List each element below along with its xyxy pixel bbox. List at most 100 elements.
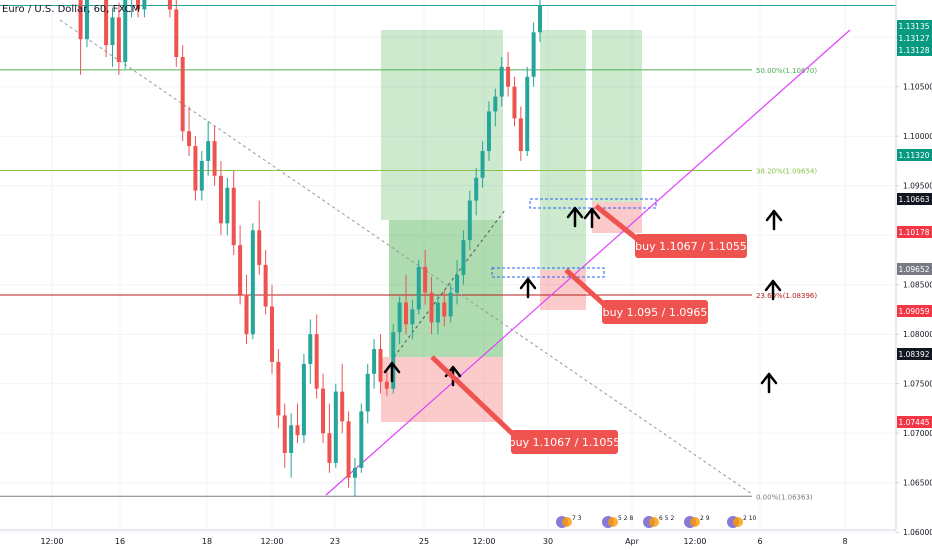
- price-tag-label: 1.11320: [898, 151, 929, 160]
- candle-body: [384, 381, 389, 389]
- candle-body: [244, 294, 249, 335]
- price-tick-label: 1.08500: [903, 281, 932, 290]
- price-tag: [897, 149, 932, 161]
- candle-body: [142, 0, 147, 10]
- price-tag: [897, 263, 932, 275]
- candle-body: [231, 187, 236, 246]
- candle-body: [174, 9, 179, 57]
- event-label: 5 2 8: [618, 515, 633, 522]
- long-profit-zone: [540, 30, 586, 270]
- long-profit-zone: [592, 30, 642, 202]
- candle-body: [467, 200, 472, 241]
- candle-body: [397, 302, 402, 333]
- price-tick-label: 1.06500: [903, 479, 932, 488]
- event-label: 2 9: [700, 515, 710, 522]
- price-tag: [897, 226, 932, 238]
- candle-body: [493, 96, 498, 112]
- candle-body: [218, 175, 223, 224]
- time-tick-label: 12:00: [472, 537, 495, 546]
- candle-body: [206, 141, 211, 161]
- event-markers: 7 3 5 2 8 6 5 2 2 9 2 10: [556, 515, 757, 528]
- time-tick-label: 8: [842, 537, 847, 546]
- time-tick-label: 23: [330, 537, 340, 546]
- candle-body: [78, 0, 83, 40]
- candle-body: [193, 146, 198, 191]
- candle-body: [116, 17, 121, 62]
- time-tick-label: 12:00: [260, 537, 283, 546]
- candle-body: [289, 425, 294, 453]
- candle-body: [480, 151, 485, 178]
- callout-connector: [594, 204, 643, 244]
- candle-body: [225, 187, 230, 224]
- callout-text: buy 1.1067 / 1.1055: [509, 436, 621, 449]
- price-tag: [897, 20, 932, 32]
- candle-body: [321, 388, 326, 434]
- candle-body: [340, 391, 345, 422]
- candle-body: [110, 17, 115, 46]
- time-tick-label: 16: [115, 537, 125, 546]
- candle-body: [448, 292, 453, 317]
- price-tag-label: 1.09059: [898, 307, 929, 316]
- candle-body: [416, 266, 421, 310]
- candle-body: [525, 76, 530, 152]
- support-trend-line: [325, 29, 851, 496]
- candle-body: [295, 425, 300, 436]
- candle-body: [301, 363, 306, 436]
- candle-body: [327, 433, 332, 463]
- price-tag-label: 1.10178: [898, 228, 929, 237]
- candle-body: [180, 57, 185, 132]
- price-tick-label: 1.07500: [903, 380, 932, 389]
- buy-arrow-icon: [383, 361, 401, 383]
- long-profit-zone: [381, 30, 503, 220]
- price-tick-label: 1.08000: [903, 330, 932, 339]
- time-tick-label: 12:00: [40, 537, 63, 546]
- entry-box: [529, 198, 657, 209]
- candle-body: [199, 160, 204, 191]
- time-tick-label: 6: [757, 537, 762, 546]
- time-tick-label: 12:00: [683, 537, 706, 546]
- price-tag: [897, 193, 932, 205]
- price-tag: [897, 44, 932, 56]
- time-tick-label: 18: [202, 537, 212, 546]
- callout-connector: [430, 355, 519, 440]
- fib-level-label: 50.00%(1.10670): [756, 67, 817, 75]
- price-tag: [897, 32, 932, 44]
- candle-body: [512, 86, 517, 119]
- candle-body: [378, 349, 383, 382]
- candle-body: [391, 332, 396, 389]
- candle-body: [506, 66, 511, 87]
- callout-text: buy 1.1067 / 1.1055: [635, 240, 747, 253]
- candle-body: [455, 274, 460, 293]
- fib-level-label: 0.00%(1.06363): [756, 493, 813, 501]
- candle-body: [238, 245, 243, 295]
- price-tag-label: 1.10663: [898, 195, 929, 204]
- time-axis: 12:00 16 18 12:00 23 25 12:00 30 Apr 12:00 6 8: [0, 529, 896, 546]
- candle-body: [187, 131, 192, 147]
- buy-arrow-icon: [764, 279, 782, 301]
- candle-body: [352, 467, 357, 478]
- candle-body: [461, 240, 466, 275]
- event-label: 6 5 2: [659, 515, 674, 522]
- buy-arrow-icon: [765, 209, 783, 231]
- event-label: 2 10: [743, 515, 757, 522]
- candle-body: [314, 334, 319, 389]
- time-tick-label: 25: [419, 537, 429, 546]
- candle-body: [435, 302, 440, 323]
- candle-body: [429, 292, 434, 323]
- candle-body: [410, 309, 415, 325]
- candle-body: [104, 0, 109, 46]
- buy-arrow-icon: [583, 207, 601, 229]
- buy-arrow-icon: [566, 206, 584, 228]
- candle-body: [308, 334, 313, 364]
- candlesticks: [78, 0, 542, 497]
- callout-box: [511, 430, 618, 454]
- price-tag: [897, 348, 932, 360]
- candle-body: [257, 230, 262, 265]
- candle-body: [372, 349, 377, 374]
- price-tag-label: 1.13128: [898, 46, 929, 55]
- long-loss-zone: [540, 270, 586, 310]
- price-tag: [897, 416, 932, 428]
- price-tag: [897, 305, 932, 317]
- fib-level-label: 23.60%(1.08396): [756, 292, 817, 300]
